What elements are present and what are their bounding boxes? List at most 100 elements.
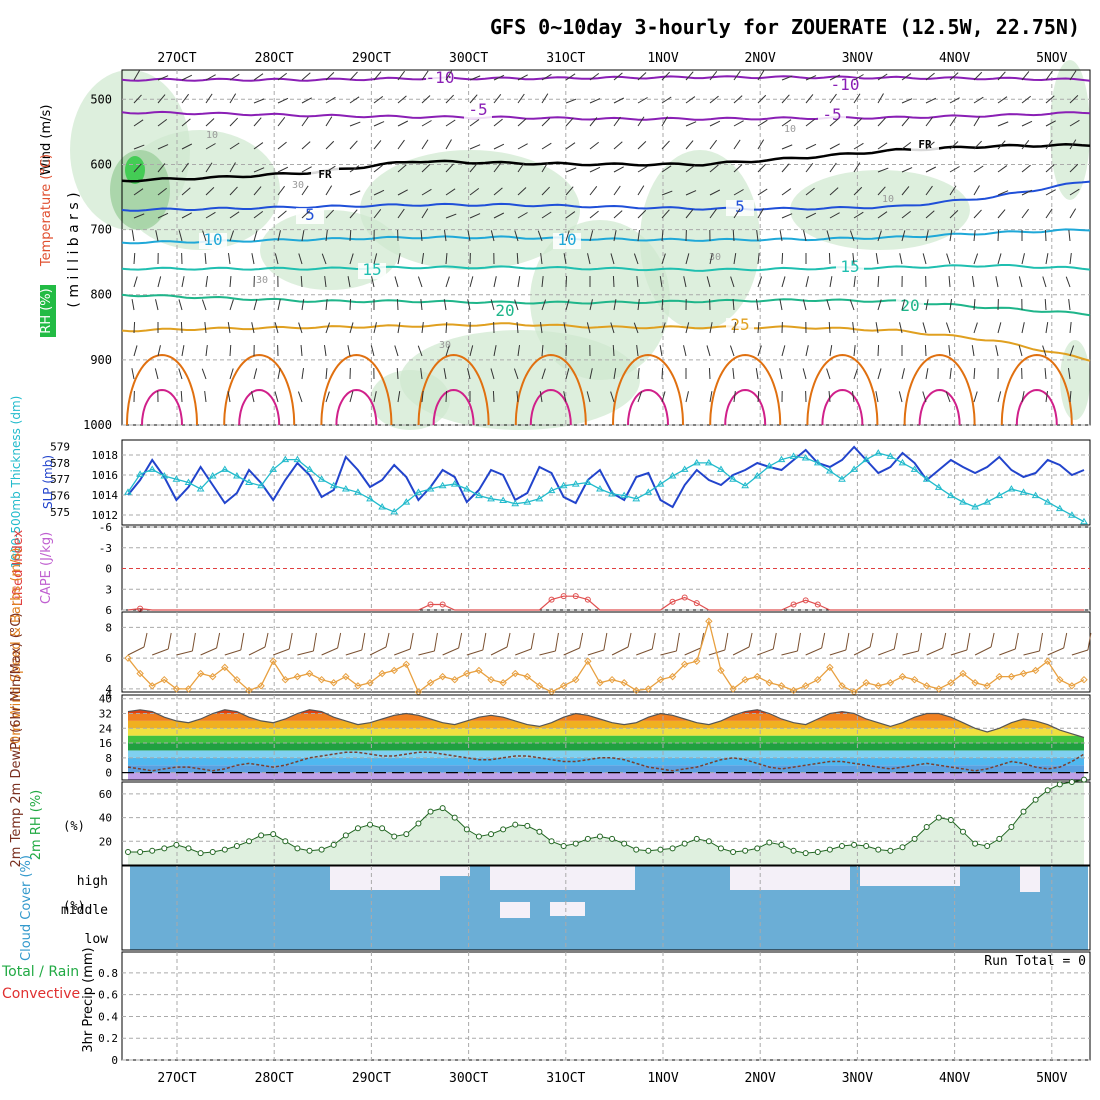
wind-barb bbox=[973, 71, 983, 81]
wind-barb bbox=[205, 276, 209, 288]
thickness-marker bbox=[753, 471, 762, 479]
wind-barb bbox=[349, 140, 358, 150]
wind-barb bbox=[637, 165, 648, 173]
wind-barb bbox=[757, 208, 764, 219]
thickness-marker bbox=[426, 485, 435, 492]
rh2m-marker bbox=[500, 826, 507, 833]
wind10-barb-flag bbox=[651, 632, 656, 650]
wind-barb bbox=[131, 299, 135, 311]
wind-barb bbox=[733, 253, 737, 265]
wind-barb bbox=[805, 163, 814, 173]
wind-barb bbox=[685, 190, 697, 196]
rh2m-marker bbox=[754, 845, 761, 852]
wind10-marker bbox=[390, 666, 398, 675]
thickness-marker bbox=[765, 462, 774, 469]
wind-barb bbox=[565, 98, 577, 104]
wind10-marker bbox=[753, 672, 761, 681]
rh-contour-label: 30 bbox=[439, 340, 451, 351]
cloud-gap bbox=[430, 866, 470, 876]
rh2m-marker bbox=[899, 844, 906, 851]
rh2m-marker bbox=[996, 835, 1003, 842]
wind-barb bbox=[229, 93, 237, 104]
ylabel-lifted-index: Lifted Index bbox=[11, 529, 26, 606]
wind-barb bbox=[301, 166, 312, 173]
wind-barb bbox=[445, 94, 455, 104]
wind10-barb-flag bbox=[216, 632, 221, 649]
wind-barb bbox=[613, 230, 617, 242]
wind-barb bbox=[1044, 367, 1047, 380]
thickness-marker bbox=[220, 465, 229, 472]
wind-barb bbox=[205, 143, 216, 150]
surface-contour bbox=[709, 353, 782, 426]
wind-barb bbox=[541, 211, 552, 219]
rh-shade bbox=[1050, 60, 1090, 200]
wind-barb bbox=[828, 252, 831, 265]
wind-barb bbox=[709, 71, 718, 81]
wind-barb bbox=[899, 253, 903, 265]
wind-barb bbox=[469, 163, 478, 173]
isotherm-label-bg bbox=[726, 318, 754, 334]
wind-barb bbox=[901, 368, 905, 380]
thickness-marker bbox=[959, 498, 967, 505]
wind-barb bbox=[157, 75, 169, 81]
temp-band bbox=[128, 750, 1084, 758]
wind-barb bbox=[949, 230, 953, 242]
wind-barb bbox=[133, 276, 138, 288]
wind10-barb bbox=[127, 646, 145, 656]
wind-barb bbox=[325, 322, 331, 334]
rh2m-marker bbox=[778, 841, 785, 848]
wind10-barb-flag bbox=[603, 632, 608, 651]
dewpt2m-line bbox=[127, 751, 1085, 772]
ylabel-rh2m: 2m RH (%) bbox=[29, 790, 44, 861]
wind-barb bbox=[709, 322, 713, 334]
wind-barb bbox=[637, 391, 643, 403]
wind-barb bbox=[589, 117, 598, 127]
wind-barb bbox=[301, 210, 311, 219]
wind-barb bbox=[493, 94, 502, 104]
thickness-marker bbox=[1043, 498, 1052, 505]
wind-barb bbox=[1067, 368, 1071, 380]
wind-barb bbox=[997, 140, 1006, 150]
wind-barb bbox=[829, 187, 839, 196]
wind10-barb-flag bbox=[917, 632, 922, 652]
thickness-marker bbox=[329, 481, 338, 489]
wind-barb bbox=[204, 252, 207, 265]
wind-barb bbox=[204, 322, 207, 334]
wind-barb bbox=[637, 72, 647, 81]
top-date-label: 30OCT bbox=[449, 51, 488, 66]
wind-barb bbox=[133, 163, 142, 173]
wind-barb bbox=[877, 368, 882, 380]
wind-barb bbox=[1045, 253, 1049, 265]
temp-band bbox=[128, 772, 1084, 780]
thickness-marker bbox=[233, 471, 241, 479]
wind-barb bbox=[898, 391, 903, 403]
rh2m-marker bbox=[766, 839, 773, 846]
wind10-marker bbox=[523, 672, 532, 681]
rh2m-marker bbox=[306, 847, 313, 854]
rh2m-marker bbox=[681, 840, 688, 847]
rh-contour-label: 30 bbox=[256, 275, 268, 286]
wind10-marker bbox=[245, 686, 253, 695]
wind10-marker bbox=[935, 685, 943, 693]
surface-contour bbox=[320, 353, 393, 426]
wind-barb bbox=[469, 213, 481, 219]
wind10-barb bbox=[345, 649, 362, 656]
thickness-marker bbox=[644, 488, 653, 495]
bottom-date-label: 28OCT bbox=[255, 1071, 294, 1086]
wind-barb bbox=[1069, 390, 1072, 403]
wind10-marker bbox=[668, 672, 677, 681]
wind-barb bbox=[757, 276, 763, 288]
surface-contour bbox=[918, 388, 961, 426]
wind-barb bbox=[612, 275, 615, 288]
rh2m-marker bbox=[935, 814, 942, 821]
isotherm-label: 20 bbox=[495, 301, 514, 320]
wind-barb bbox=[1069, 119, 1080, 127]
surface-contour bbox=[821, 388, 864, 426]
wind10-barb-flag bbox=[724, 632, 729, 651]
wind-barb bbox=[1069, 139, 1077, 150]
rh2m-marker bbox=[984, 843, 991, 850]
rh2m-marker bbox=[270, 831, 277, 838]
wind-barb bbox=[517, 276, 521, 288]
isotherm-15 bbox=[121, 264, 1091, 272]
thickness-marker bbox=[1019, 488, 1028, 495]
